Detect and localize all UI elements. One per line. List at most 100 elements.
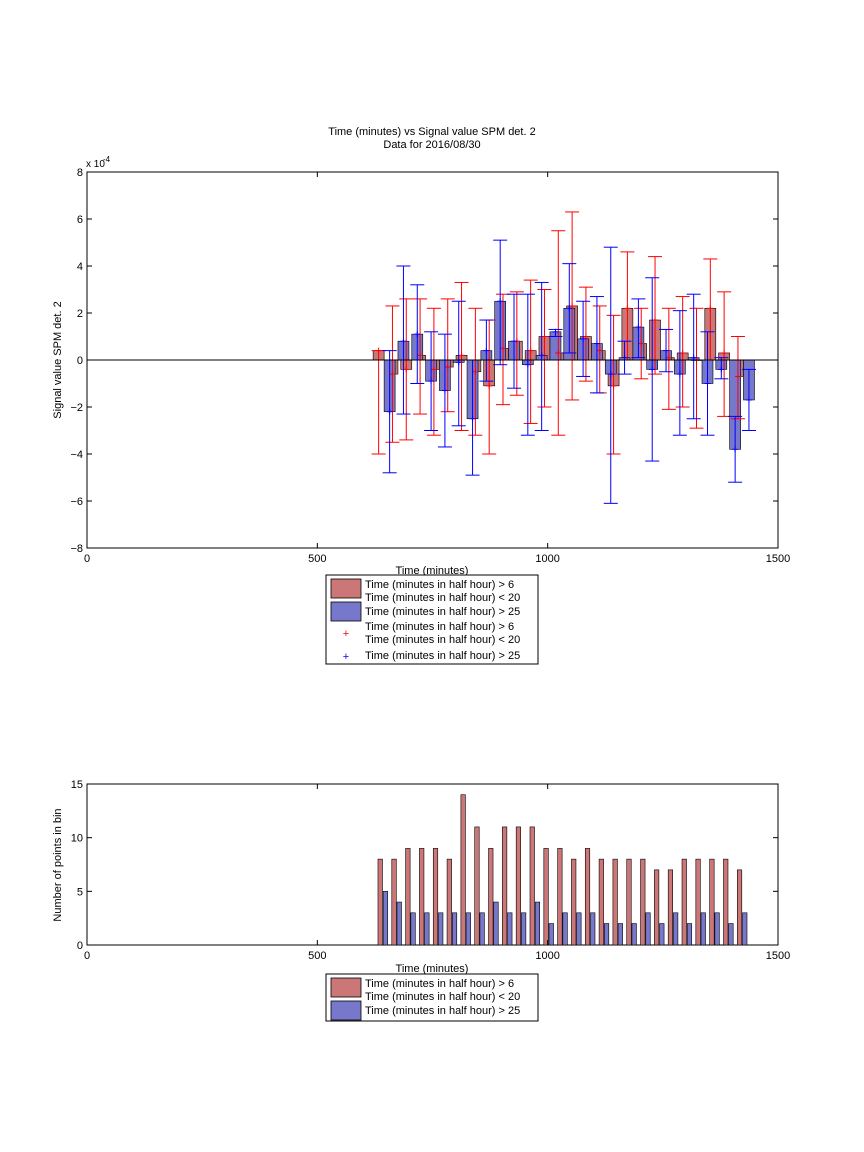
signal-axes: 0 500 1000 1500 −8 −6 −4 −2 0 2 4 6 8 [70, 167, 790, 565]
count-bar [584, 848, 591, 946]
y-tick-label: 0 [77, 355, 83, 367]
count-bar [419, 848, 425, 946]
count-chart: 0 500 1000 1500 0 5 10 15 Time (minutes) Number… [52, 779, 790, 1022]
count-bar [557, 848, 563, 946]
count-bar [681, 858, 687, 946]
y-tick-label: 5 [77, 886, 83, 898]
exponent-base: x 10 [86, 159, 105, 170]
count-bar [396, 901, 402, 946]
count-bar [534, 901, 540, 946]
legend-swatch-red-bar [330, 578, 362, 599]
y-tick-label: −8 [70, 543, 83, 555]
count-bar [382, 891, 388, 946]
count-bar [700, 912, 706, 946]
count-bar [695, 858, 701, 946]
count-bar [631, 923, 637, 946]
count-bar [603, 923, 610, 946]
legend-label: Time (minutes in half hour) > 25 [365, 1005, 520, 1017]
count-bar [529, 826, 535, 946]
legend-marker-blue: + [343, 651, 349, 663]
legend-label: Time (minutes in half hour) < 20 [365, 592, 520, 604]
count-bar [673, 912, 679, 946]
count-bar [465, 912, 471, 946]
legend: Time (minutes in half hour) > 6 Time (mi… [325, 973, 539, 1022]
x-tick-label: 500 [308, 950, 326, 962]
y-tick-label: 6 [77, 214, 83, 226]
legend-swatch-blue-bar [330, 601, 362, 622]
count-bar [590, 912, 596, 946]
y-tick-label: 15 [71, 779, 83, 791]
count-bar [460, 794, 466, 946]
count-bar [728, 923, 734, 946]
count-bar [686, 923, 693, 946]
legend-swatch-blue-bar [330, 1000, 362, 1021]
x-tick-label: 1000 [535, 950, 559, 962]
count-bar [543, 848, 549, 946]
count-bar [742, 912, 748, 946]
y-exponent-label: x 10 -4 [86, 155, 111, 170]
count-bar [723, 858, 729, 946]
count-bar [405, 848, 411, 946]
legend-label: Time (minutes in half hour) < 20 [365, 634, 520, 646]
plot-area [86, 783, 779, 946]
count-bar [612, 858, 618, 946]
count-bar [479, 912, 485, 946]
x-tick-label: 1000 [535, 553, 559, 565]
count-bar [571, 858, 577, 946]
y-tick-label: 4 [77, 261, 83, 273]
count-bars [377, 794, 748, 946]
count-bar [521, 912, 527, 946]
y-tick-label: 10 [71, 833, 83, 845]
signal-chart: Time (minutes) vs Signal value SPM det. … [52, 126, 790, 665]
x-axis-label: Time (minutes) [396, 565, 469, 577]
count-bar [410, 912, 416, 946]
count-bar [709, 858, 715, 946]
legend-label: Time (minutes in half hour) < 20 [365, 991, 520, 1003]
count-axes: 0 500 1000 1500 0 5 10 15 [71, 779, 790, 962]
legend-label: Time (minutes in half hour) > 6 [365, 978, 514, 990]
count-bar [507, 912, 513, 946]
x-tick-label: 1500 [766, 950, 790, 962]
count-bar [598, 858, 604, 946]
count-bar [617, 923, 623, 946]
x-axis-label: Time (minutes) [396, 963, 469, 975]
count-bar [446, 858, 452, 946]
count-bar [515, 826, 521, 946]
legend-swatch-red-bar [330, 977, 362, 998]
legend-label: Time (minutes in half hour) > 25 [365, 650, 520, 662]
count-bar [667, 869, 673, 946]
count-bar [562, 912, 568, 946]
y-tick-label: 0 [77, 940, 83, 952]
count-bar [424, 912, 430, 946]
legend-label: Time (minutes in half hour) > 25 [365, 606, 520, 618]
x-tick-label: 1500 [766, 553, 790, 565]
x-tick-label: 0 [84, 553, 90, 565]
legend-label: Time (minutes in half hour) > 6 [365, 579, 514, 591]
count-bar [714, 912, 720, 946]
count-bar [488, 848, 494, 946]
count-bar [432, 848, 439, 946]
count-bar [502, 826, 508, 946]
chart-title: Time (minutes) vs Signal value SPM det. … [328, 126, 535, 138]
count-bar [626, 858, 632, 946]
y-axis-label: Signal value SPM det. 2 [52, 301, 64, 418]
count-bar [548, 923, 554, 946]
count-bar [377, 858, 383, 946]
count-bar [438, 912, 444, 946]
y-tick-label: 8 [77, 167, 83, 179]
legend: Time (minutes in half hour) > 6 Time (mi… [325, 574, 539, 665]
count-bar [576, 912, 582, 946]
signal-bars [371, 211, 756, 504]
count-bar [659, 923, 665, 946]
x-tick-label: 0 [84, 950, 90, 962]
count-bar [654, 869, 660, 946]
exponent-power: -4 [103, 155, 111, 164]
count-bar [474, 826, 480, 946]
y-tick-label: −4 [70, 449, 83, 461]
count-bar [493, 901, 499, 946]
count-bar [391, 858, 397, 946]
y-axis-label: Number of points in bin [52, 808, 64, 921]
y-tick-label: −2 [70, 402, 83, 414]
y-tick-label: 2 [77, 308, 83, 320]
